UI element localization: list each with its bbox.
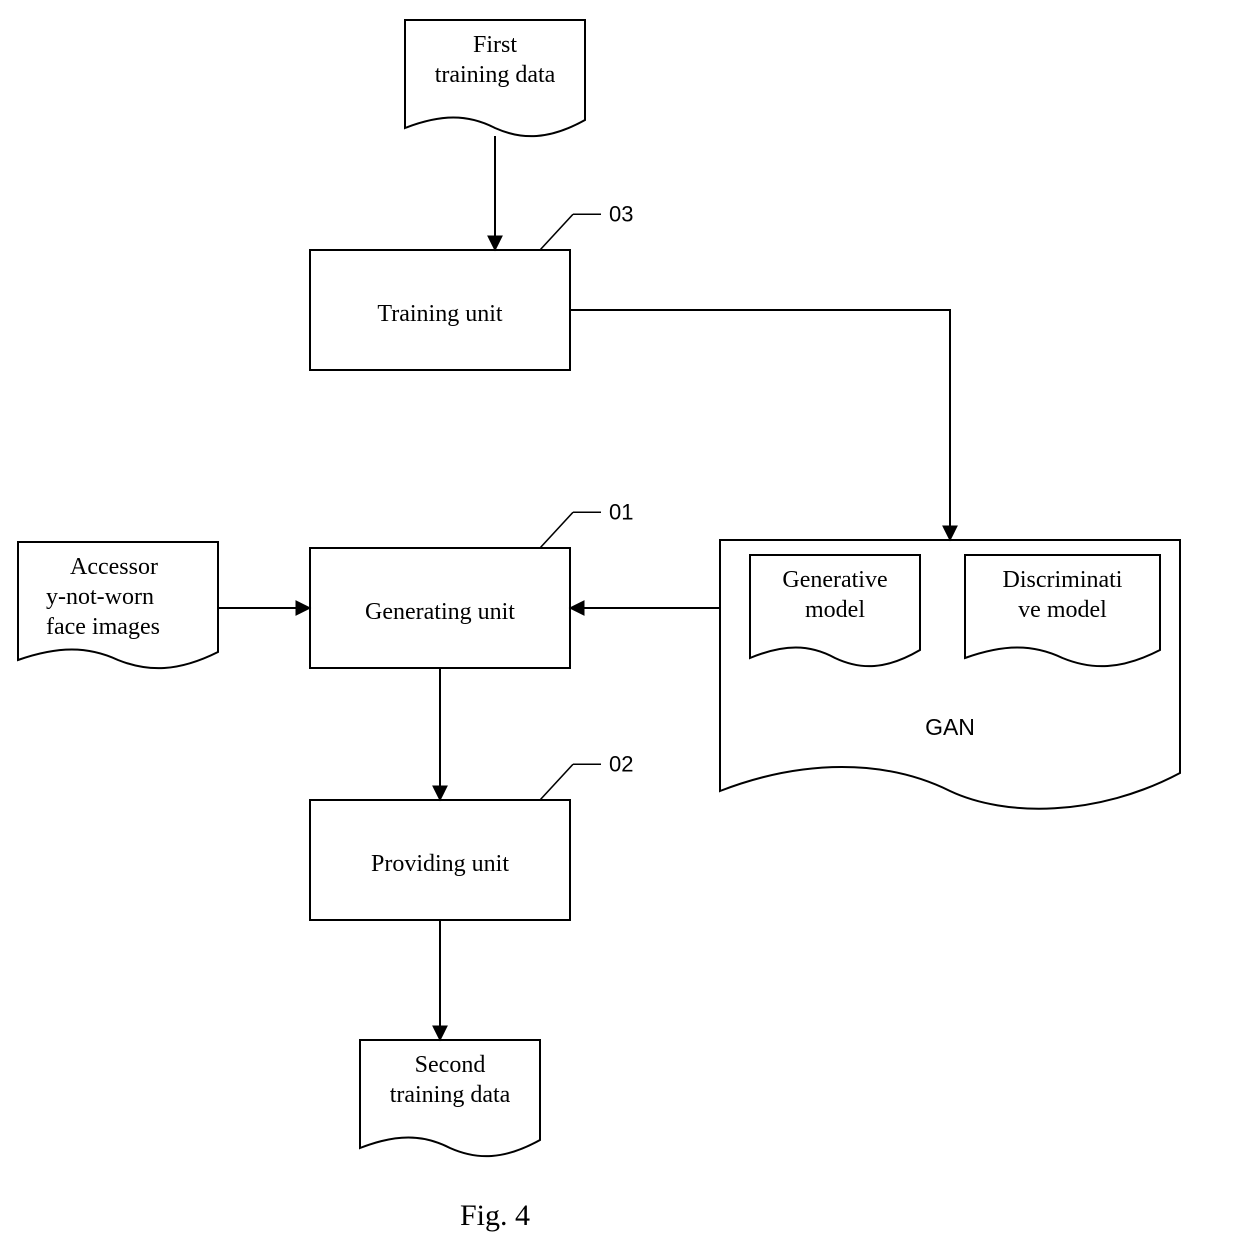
svg-text:y-not-worn: y-not-worn [46,584,154,610]
svg-text:Second: Second [415,1052,486,1078]
svg-text:training data: training data [435,62,556,88]
figure-label: Fig. 4 [460,1199,530,1232]
svg-text:Discriminati: Discriminati [1003,567,1123,593]
svg-text:First: First [473,32,517,58]
svg-text:model: model [805,597,865,623]
ref-label: 02 [609,751,633,776]
svg-text:ve model: ve model [1018,597,1107,623]
svg-text:Accessor: Accessor [70,554,158,580]
svg-text:face images: face images [46,614,160,640]
svg-text:Generative: Generative [782,567,887,593]
svg-text:Training unit: Training unit [377,301,502,327]
svg-text:Generating unit: Generating unit [365,599,515,625]
svg-text:training data: training data [390,1082,511,1108]
gan-label: GAN [925,714,975,740]
ref-label: 03 [609,201,633,226]
svg-text:Providing unit: Providing unit [371,851,509,877]
ref-label: 01 [609,499,633,524]
